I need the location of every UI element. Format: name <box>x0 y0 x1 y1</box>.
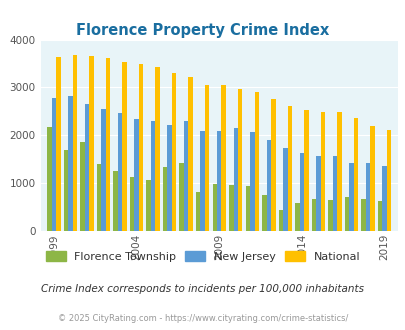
Bar <box>303 110 308 231</box>
Bar <box>196 192 200 231</box>
Bar <box>56 57 60 231</box>
Bar <box>205 85 209 231</box>
Bar <box>155 67 160 231</box>
Bar <box>245 186 249 231</box>
Bar <box>122 62 126 231</box>
Bar <box>64 150 68 231</box>
Bar <box>328 200 332 231</box>
Bar <box>179 163 183 231</box>
Bar <box>47 127 51 231</box>
Text: © 2025 CityRating.com - https://www.cityrating.com/crime-statistics/: © 2025 CityRating.com - https://www.city… <box>58 314 347 323</box>
Bar <box>353 117 357 231</box>
Bar <box>183 121 188 231</box>
Bar <box>365 163 369 231</box>
Bar <box>369 126 374 231</box>
Bar <box>101 109 105 231</box>
Bar <box>344 197 348 231</box>
Bar <box>278 211 282 231</box>
Bar <box>337 112 341 231</box>
Bar <box>377 201 382 231</box>
Bar <box>299 152 303 231</box>
Bar <box>146 180 151 231</box>
Bar <box>294 203 299 231</box>
Bar <box>332 156 337 231</box>
Bar <box>89 56 94 231</box>
Bar <box>217 131 221 231</box>
Bar <box>237 89 242 231</box>
Text: Crime Index corresponds to incidents per 100,000 inhabitants: Crime Index corresponds to incidents per… <box>41 284 364 294</box>
Bar <box>134 118 139 231</box>
Bar <box>139 64 143 231</box>
Bar <box>162 167 167 231</box>
Bar <box>262 195 266 231</box>
Bar <box>287 106 291 231</box>
Bar <box>72 55 77 231</box>
Bar <box>130 177 134 231</box>
Bar <box>68 96 72 231</box>
Bar <box>360 199 365 231</box>
Bar <box>200 131 205 231</box>
Bar <box>117 113 122 231</box>
Bar <box>167 125 171 231</box>
Bar <box>221 85 225 231</box>
Bar <box>315 156 320 231</box>
Bar <box>386 130 390 231</box>
Bar <box>320 112 324 231</box>
Bar <box>249 132 254 231</box>
Bar <box>113 171 117 231</box>
Bar <box>348 163 353 231</box>
Bar <box>85 104 89 231</box>
Bar <box>51 98 56 231</box>
Bar <box>171 73 176 231</box>
Bar <box>151 121 155 231</box>
Bar <box>382 166 386 231</box>
Bar <box>254 92 258 231</box>
Bar <box>271 99 275 231</box>
Bar <box>233 128 237 231</box>
Legend: Florence Township, New Jersey, National: Florence Township, New Jersey, National <box>42 248 363 265</box>
Text: Florence Property Crime Index: Florence Property Crime Index <box>76 23 329 38</box>
Bar <box>282 148 287 231</box>
Bar <box>266 140 271 231</box>
Bar <box>188 78 192 231</box>
Bar <box>80 142 85 231</box>
Bar <box>96 164 101 231</box>
Bar <box>228 185 233 231</box>
Bar <box>311 199 315 231</box>
Bar <box>105 58 110 231</box>
Bar <box>212 184 216 231</box>
